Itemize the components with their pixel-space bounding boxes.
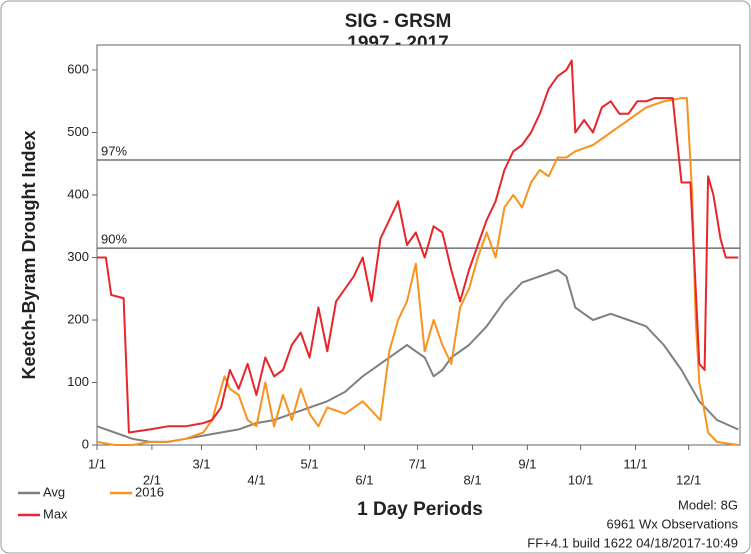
- y-tick-label: 600: [67, 61, 89, 76]
- y-tick-label: 100: [67, 374, 89, 389]
- footer: Model: 8G: [678, 497, 738, 512]
- x-tick-label: 4/1: [247, 472, 265, 487]
- series-line: [97, 59, 739, 434]
- x-tick-label: 6/1: [355, 472, 373, 487]
- y-tick-label: 500: [67, 124, 89, 139]
- legend-label: 2016: [135, 484, 164, 499]
- legend-label: Avg: [43, 484, 65, 499]
- reference-label: 97%: [101, 143, 127, 158]
- y-tick-label: 400: [67, 186, 89, 201]
- series-line: [96, 97, 739, 446]
- series-line: [96, 269, 739, 443]
- x-tick-label: 8/1: [463, 472, 481, 487]
- x-tick-label: 12/1: [676, 472, 701, 487]
- footer: FF+4.1 build 1622 04/18/2017-10:49: [527, 535, 738, 550]
- x-tick-label: 2/1: [143, 472, 161, 487]
- x-tick-label: 3/1: [192, 456, 210, 471]
- footer: 6961 Wx Observations: [606, 516, 738, 531]
- y-tick-label: 200: [67, 311, 89, 326]
- x-tick-label: 1/1: [88, 456, 106, 471]
- x-tick-label: 7/1: [409, 456, 427, 471]
- y-tick-label: 0: [82, 436, 89, 451]
- legend-label: Max: [43, 506, 68, 521]
- x-tick-label: 10/1: [568, 472, 593, 487]
- y-axis-label: Keetch-Byram Drought Index: [19, 130, 39, 379]
- y-tick-label: 300: [67, 249, 89, 264]
- x-tick-label: 9/1: [518, 456, 536, 471]
- x-tick-label: 5/1: [301, 456, 319, 471]
- reference-label: 90%: [101, 232, 127, 247]
- chart-title: SIG - GRSM: [345, 11, 452, 32]
- x-tick-label: 11/1: [623, 456, 647, 471]
- x-axis-label: 1 Day Periods: [357, 499, 483, 520]
- plot-area: [96, 44, 741, 446]
